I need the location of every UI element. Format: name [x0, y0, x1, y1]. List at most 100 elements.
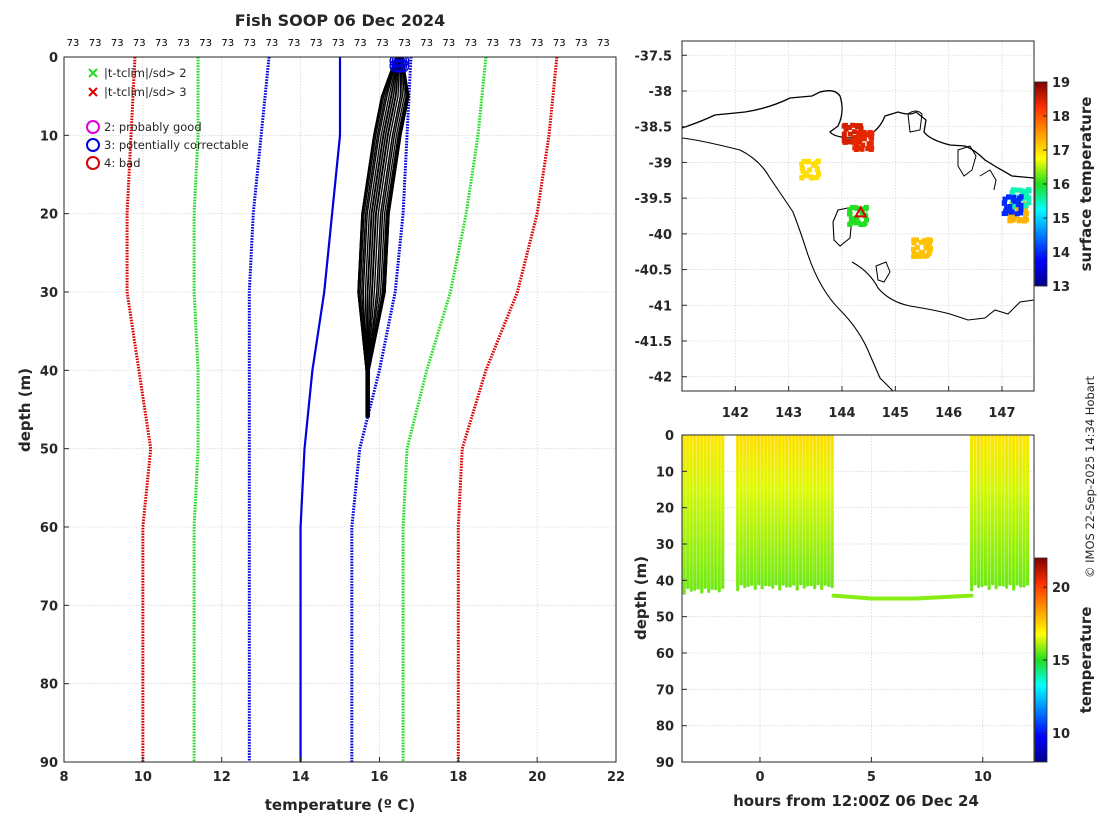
time-depth-cast: [991, 435, 995, 586]
time-depth-ylabel: depth (m): [632, 556, 650, 640]
time-depth-cast: [714, 435, 718, 591]
time-depth-colorbar-label: temperature: [1077, 607, 1095, 714]
legend-label: 2: probably good: [104, 120, 202, 134]
map-ytick-label: -42: [649, 371, 673, 386]
map-point: [1004, 205, 1010, 211]
map-point: [802, 172, 808, 178]
map-point: [1001, 200, 1007, 206]
map-point: [1021, 202, 1027, 208]
time-depth-cast: [788, 435, 792, 588]
profile-count-label: 73: [597, 38, 610, 49]
time-depth-cast: [792, 435, 796, 586]
profile-count-label: 73: [332, 38, 345, 49]
time-depth-chart: 0 5 10 0 10 20 30 40 50 60 70 80 90 10 15 20 temperatu…: [632, 429, 1095, 810]
map-point: [857, 123, 863, 129]
map-colorbar-tick-label: 18: [1052, 110, 1070, 125]
map-grid: [682, 41, 1034, 391]
map-axes-box: [681, 40, 1035, 392]
map-point: [868, 140, 874, 146]
legend-label: 3: potentially correctable: [104, 138, 249, 152]
map-point: [855, 220, 861, 226]
map-ticks: 142 143 144 145 146 147 -37.5 -38 -38.5 -39 -39.5 -…: [635, 49, 1016, 421]
profile-title: Fish SOOP 06 Dec 2024: [235, 11, 445, 30]
map-point: [845, 139, 851, 145]
map-point: [928, 246, 934, 252]
map-point: [1017, 217, 1023, 223]
map-ytick-label: -37.5: [635, 49, 672, 64]
time-depth-cast: [700, 435, 704, 594]
profile-series-clim-2sd: [192, 57, 200, 762]
map-point: [927, 240, 933, 246]
map-point: [866, 131, 872, 137]
map-point: [860, 222, 866, 228]
time-depth-cast: [760, 435, 764, 590]
profile-xtick-label: 14: [292, 770, 310, 785]
time-depth-cast: [1012, 435, 1016, 591]
profile-trace: [366, 57, 399, 418]
profile-count-label: 73: [509, 38, 522, 49]
profile-trace: [367, 57, 400, 418]
map-point: [911, 254, 917, 260]
map-point: [911, 240, 917, 246]
time-depth-cast: [743, 435, 747, 589]
map-point: [869, 145, 875, 151]
time-depth-ytick-label: 30: [656, 538, 674, 553]
map-point: [810, 162, 816, 168]
map-point: [841, 123, 847, 129]
map-point: [1024, 210, 1030, 216]
time-depth-ytick-label: 50: [656, 611, 674, 626]
profile-xtick-label: 16: [370, 770, 388, 785]
profile-count-label: 73: [155, 38, 168, 49]
legend-circle-marker: [86, 138, 100, 152]
profile-grid: [63, 56, 617, 763]
profile-count-label: 73: [243, 38, 256, 49]
map-point: [912, 251, 918, 257]
profile-legend: |t-tclim|/sd> 2 |t-tclim|/sd> 3 2: probabl…: [86, 66, 249, 170]
profile-series-clim-mean: [299, 57, 342, 762]
map-point: [1003, 210, 1009, 216]
time-depth-series: [682, 435, 1030, 601]
time-depth-cast: [994, 435, 998, 590]
copyright-notice: © IMOS 22-Sep-2025 14:34 Hobart: [1083, 375, 1097, 578]
map-point: [1016, 195, 1022, 201]
map-colorbar-tick-label: 13: [1052, 280, 1070, 295]
profile-ytick-label: 30: [40, 286, 58, 301]
profile-ytick-label: 0: [49, 51, 58, 66]
map-point: [1024, 217, 1030, 223]
profile-count-label: 73: [67, 38, 80, 49]
map-xtick-label: 145: [882, 406, 909, 421]
time-depth-cast: [802, 435, 806, 589]
time-depth-cast: [1008, 435, 1012, 586]
map-colorbar-tick-label: 15: [1052, 212, 1070, 227]
time-depth-cast: [764, 435, 768, 587]
time-depth-cast: [1019, 435, 1023, 588]
map-point: [846, 124, 852, 130]
map-chart: 142 143 144 145 146 147 -37.5 -38 -38.5 -39 -39.5 -…: [635, 40, 1095, 421]
time-depth-cast: [703, 435, 707, 589]
profile-ytick-label: 70: [40, 599, 58, 614]
map-colorbar-tick-label: 17: [1052, 144, 1070, 159]
profile-ticks: 8 10 12 14 16 18 20 22 0 10 20 30 40 50 60 70 80 90: [40, 51, 625, 785]
time-depth-cast: [753, 435, 757, 590]
map-point: [847, 207, 853, 213]
time-depth-ytick-label: 60: [656, 647, 674, 662]
profile-count-label: 73: [133, 38, 146, 49]
time-depth-cast: [980, 435, 984, 588]
map-point: [854, 215, 860, 221]
map-point: [848, 216, 854, 222]
map-point: [869, 135, 875, 141]
profile-count-label: 73: [376, 38, 389, 49]
profile-count-label: 73: [221, 38, 234, 49]
time-depth-cast: [757, 435, 761, 586]
map-point: [815, 159, 821, 165]
map-xtick-label: 142: [722, 406, 749, 421]
map-point: [1025, 187, 1031, 193]
map-point: [1018, 202, 1024, 208]
map-point: [858, 125, 864, 131]
profile-count-label: 73: [553, 38, 566, 49]
map-ytick-label: -38: [649, 85, 673, 100]
time-depth-cast: [984, 435, 988, 586]
map-point: [859, 210, 865, 216]
map-point: [1026, 200, 1032, 206]
time-depth-colorbar-tick-label: 10: [1052, 727, 1070, 742]
